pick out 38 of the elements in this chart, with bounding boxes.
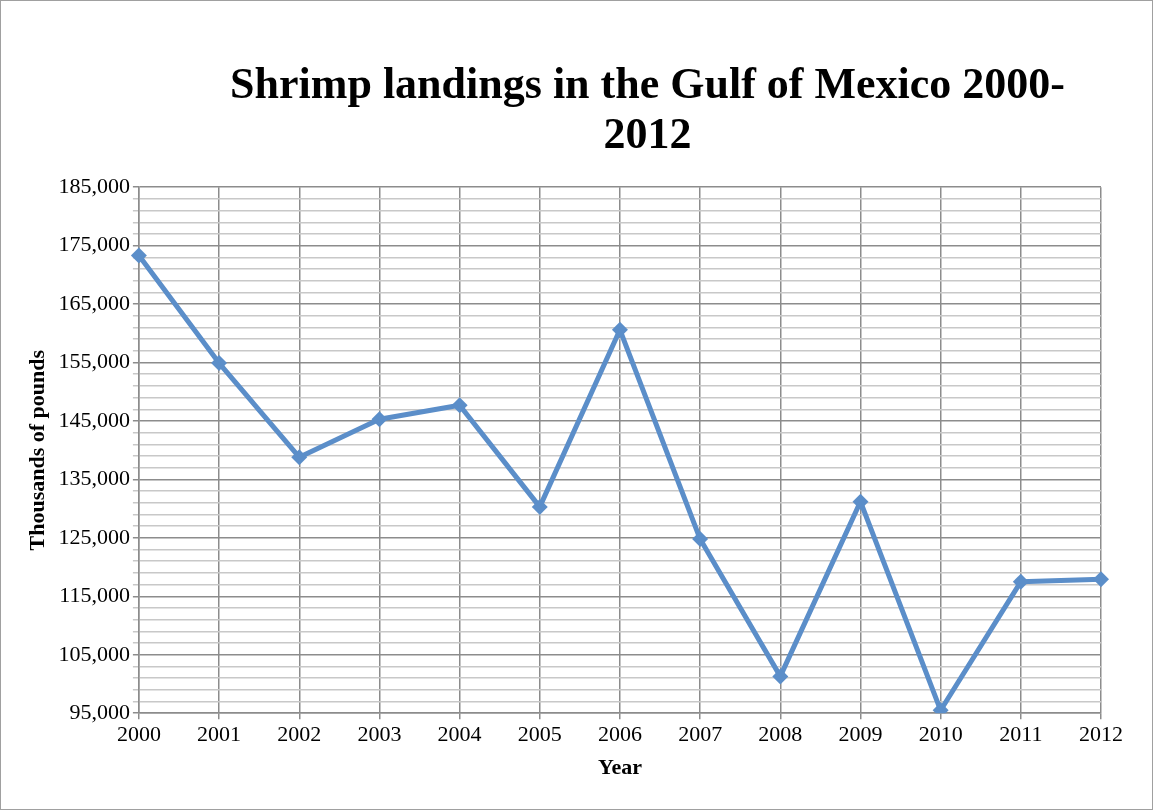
- point: [531, 498, 548, 515]
- y-tick-label: 125,000: [58, 523, 130, 549]
- point: [371, 411, 388, 428]
- x-tick-label: 2011: [999, 721, 1043, 747]
- x-tick-label: 2008: [758, 721, 803, 747]
- point: [611, 321, 628, 338]
- y-tick-label: 95,000: [69, 698, 130, 724]
- point: [692, 531, 709, 548]
- y-axis-title: Thousands of pounds: [23, 349, 49, 551]
- x-tick-label: 2009: [838, 721, 883, 747]
- y-tick-label: 155,000: [58, 348, 130, 374]
- point: [211, 355, 228, 372]
- y-tick-label: 135,000: [58, 465, 130, 491]
- x-axis-title: Year: [597, 754, 643, 780]
- x-tick-label: 2005: [517, 721, 562, 747]
- point: [772, 668, 789, 685]
- y-tick-label: 115,000: [59, 582, 130, 608]
- point: [130, 247, 147, 264]
- point: [451, 397, 468, 414]
- y-tick-label: 145,000: [58, 406, 130, 432]
- x-tick-label: 2007: [678, 721, 723, 747]
- x-tick-label: 2003: [357, 721, 402, 747]
- x-tick-label: 2000: [116, 721, 161, 747]
- x-tick-label: 2010: [918, 721, 963, 747]
- point: [1093, 571, 1109, 588]
- y-tick-label: 105,000: [58, 640, 130, 666]
- y-tick-label: 185,000: [58, 172, 130, 198]
- point: [852, 493, 869, 510]
- y-tick-label: 165,000: [58, 289, 130, 315]
- point: [291, 449, 308, 466]
- y-tick-label: 175,000: [58, 231, 130, 257]
- x-tick-label: 2001: [197, 721, 242, 747]
- x-tick-label: 2006: [597, 721, 642, 747]
- chart-title: Shrimp landings in the Gulf of Mexico 2000-2012: [229, 59, 1066, 159]
- x-tick-label: 2002: [277, 721, 322, 747]
- x-tick-label: 2004: [437, 721, 482, 747]
- x-tick-label: 2012: [1079, 721, 1123, 747]
- point: [1012, 573, 1029, 590]
